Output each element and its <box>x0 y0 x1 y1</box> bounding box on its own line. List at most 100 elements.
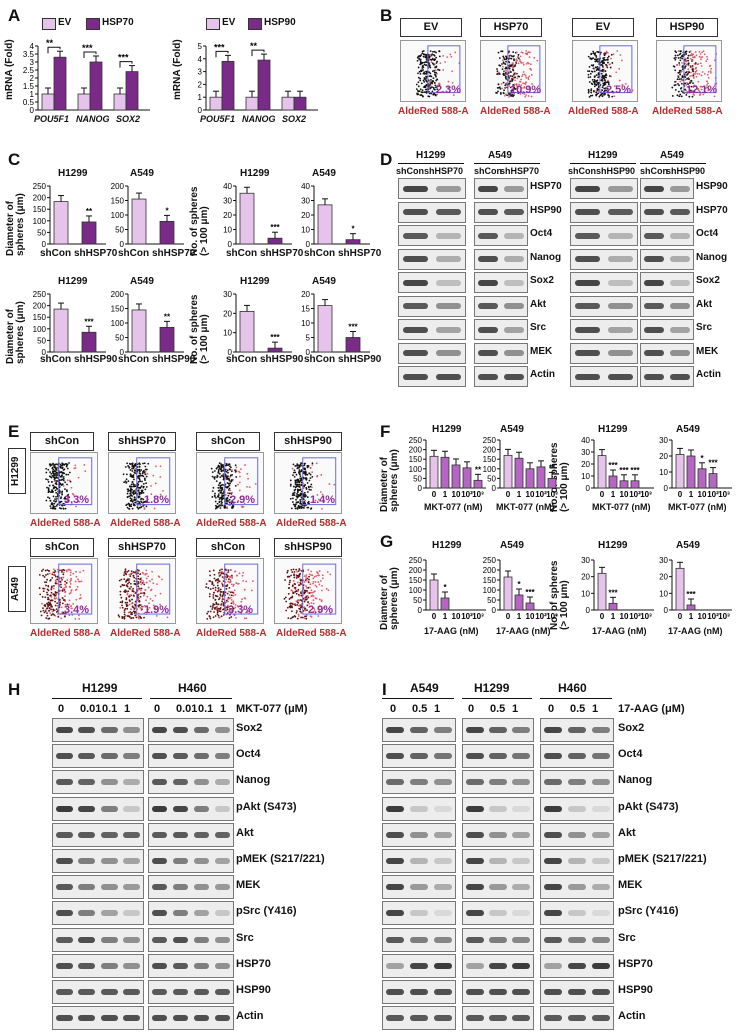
y-tick-label: 150 <box>409 455 423 464</box>
band <box>123 884 141 891</box>
sig-label: *** <box>608 588 618 597</box>
x-tick-label: 0 <box>678 490 683 499</box>
y-tick-label: 50 <box>487 474 496 483</box>
y-tick-label: 30 <box>581 556 590 565</box>
band <box>478 303 498 309</box>
i-blot-b-2 <box>462 770 534 795</box>
band <box>193 858 210 864</box>
band <box>55 727 73 733</box>
x-tick-label: 10³ <box>472 612 484 621</box>
d-blot-a-1 <box>398 201 466 223</box>
x-tick-label: 1 <box>443 612 448 621</box>
y-tick-label: 250 <box>33 182 47 191</box>
band <box>670 373 690 380</box>
y-tick-label: 0 <box>120 240 125 248</box>
y-tick-label: 0 <box>492 484 497 493</box>
band <box>478 232 498 239</box>
band <box>123 936 141 943</box>
band <box>214 727 231 733</box>
h-underline-2 <box>150 698 232 699</box>
bar-hsp70-sox2 <box>125 71 139 111</box>
bar-0 <box>597 572 607 611</box>
c-x-2b: shHSP70 <box>152 248 196 259</box>
i-blot-a-11 <box>382 1006 456 1031</box>
band <box>409 910 429 917</box>
g-xlabel-1: 17-AAG (nM) <box>424 626 479 636</box>
bar-1 <box>608 602 618 611</box>
band <box>435 209 462 215</box>
x-tick-label: 10² <box>629 490 641 499</box>
sig-label: ** <box>549 463 556 472</box>
y-tick-label: 0 <box>306 348 311 356</box>
band <box>385 936 405 943</box>
band <box>55 962 73 969</box>
bar-1 <box>267 347 283 353</box>
band <box>512 910 531 917</box>
c-ylabel-diam-1: Diameter of spheres (μm) <box>5 193 26 256</box>
h-dose-1-3: 1 <box>220 703 227 715</box>
c-x-6a: shCon <box>118 354 150 365</box>
flow-percent-ev-2: 2.5% <box>606 84 632 96</box>
band <box>567 989 587 995</box>
legend-swatch-hsp70 <box>86 18 100 30</box>
chart-c-7: 0 10 20 30 *** <box>223 290 292 356</box>
band <box>385 1015 405 1022</box>
scatter-points <box>587 50 634 98</box>
x-tick-label: 1 <box>443 490 448 499</box>
h-dose-0-0: 0 <box>58 703 65 715</box>
y-tick-label: 100 <box>483 586 497 595</box>
band <box>151 936 168 943</box>
d-blot-a-7 <box>398 342 466 364</box>
band <box>489 805 507 812</box>
h-blot-a-0 <box>52 718 144 742</box>
band <box>465 779 484 786</box>
gate <box>302 563 337 615</box>
d-cell-4: A549 <box>660 150 684 161</box>
i-label-5: pMEK (S217/221) <box>618 853 707 865</box>
band <box>489 753 507 760</box>
i-blot-a-3 <box>382 796 456 821</box>
band <box>607 209 634 215</box>
x-tick-label: 0 <box>600 490 605 499</box>
x-tick-label: 0 <box>506 612 511 621</box>
f-title-1: H1299 <box>432 424 462 435</box>
band <box>465 884 484 891</box>
band <box>478 209 498 215</box>
d-label-left-6: Src <box>530 322 547 333</box>
d-label-right-3: Nanog <box>696 251 728 263</box>
c-title-7: H1299 <box>240 276 270 287</box>
h-blot-b-5 <box>148 849 234 873</box>
panel-label-e: E <box>8 422 20 441</box>
band <box>385 831 405 838</box>
band <box>591 962 611 969</box>
chart-c-6: 0 50 100 150 200 ** <box>111 290 184 356</box>
band <box>567 831 587 838</box>
band <box>591 858 611 864</box>
chart-c-5: 0 50 100 150 200 250 *** <box>33 290 106 356</box>
i-label-4: Akt <box>618 826 636 839</box>
d-blot-c-2 <box>570 225 638 246</box>
h-label-1: Oct4 <box>236 748 261 761</box>
h-blot-a-2 <box>52 770 144 795</box>
bar-0 <box>317 305 333 353</box>
band <box>512 936 531 943</box>
y-tick-label: 20 <box>659 452 668 461</box>
band <box>151 831 168 838</box>
e-xlabel-3: AldeRed 588-A <box>196 518 267 529</box>
d-blot-c-7 <box>570 342 638 364</box>
x-tick-label: 0 <box>506 490 511 499</box>
band <box>607 185 634 192</box>
e-pct-7: 3.3% <box>228 604 254 616</box>
i-blot-b-0 <box>462 718 534 742</box>
d-label-left-1: HSP90 <box>530 204 562 216</box>
band <box>504 256 524 262</box>
band <box>543 962 563 969</box>
h-blot-b-1 <box>148 744 234 769</box>
sig-label: *** <box>348 323 358 332</box>
y-tick-label: 200 <box>33 194 47 203</box>
bar-1 <box>514 594 524 611</box>
band <box>465 962 484 969</box>
bar-0 <box>429 455 439 489</box>
c-x-5b: shHSP90 <box>74 354 118 365</box>
